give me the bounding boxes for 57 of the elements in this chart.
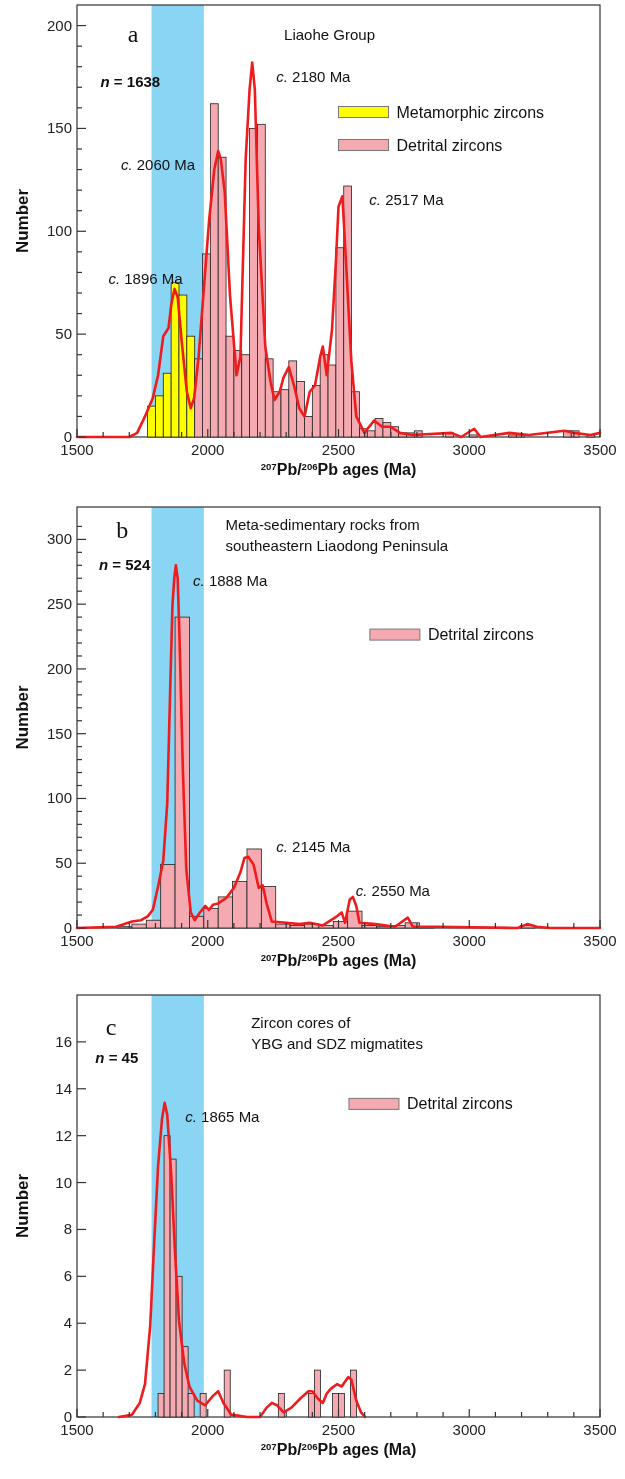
y-tick-label: 50: [55, 854, 72, 872]
text: Liaohe Group: [284, 25, 376, 43]
annotation: n = 45: [95, 1048, 139, 1066]
y-tick-label: 150: [46, 119, 72, 137]
x-tick-label: 2000: [191, 1421, 225, 1438]
y-tick-label: 300: [46, 530, 72, 548]
legend-label: Detrital zircons: [406, 1095, 513, 1113]
annotation: c: [105, 1014, 117, 1041]
x-tick-label: 2500: [321, 1421, 356, 1438]
text: Zircon cores of YBG and SDZ migmatites: [251, 1013, 423, 1052]
y-tick-label: 150: [46, 724, 72, 742]
y-tick-label: 100: [46, 789, 72, 807]
y-axis-title: Number: [13, 685, 32, 750]
y-tick-label: 200: [46, 16, 72, 34]
y-tick-label: 2: [63, 1361, 72, 1379]
legend-label: Detrital zircons: [427, 626, 534, 644]
annotation: c. 1896 Ma: [108, 269, 184, 287]
x-tick-label: 3500: [583, 441, 617, 458]
y-tick-label: 100: [46, 222, 72, 240]
y-tick-label: 6: [63, 1267, 72, 1285]
annotation: c. 2145 Ma: [276, 838, 352, 856]
annotation: c. 1865 Ma: [185, 1107, 261, 1125]
annotation: c. 1888 Ma: [193, 572, 268, 590]
legend-label: Metamorphic zircons: [396, 103, 545, 121]
annotation: n = 524: [98, 556, 151, 574]
y-tick-label: 8: [63, 1220, 72, 1238]
y-tick-label: 10: [55, 1173, 72, 1191]
y-tick-label: 200: [46, 659, 72, 677]
x-axis-title: $^{207}$Pb/$^{206}$Pb ages (Ma): [260, 1440, 417, 1458]
y-tick-label: 4: [63, 1314, 72, 1332]
annotation: b: [116, 517, 129, 544]
x-tick-label: 3500: [583, 932, 617, 949]
x-axis-title: $^{207}$Pb/$^{206}$Pb ages (Ma): [260, 460, 417, 478]
annotation: n = 1638: [100, 73, 161, 91]
annotation: c. 2550 Ma: [355, 882, 431, 899]
x-tick-label: 3000: [452, 932, 486, 949]
annotation: c. 2517 Ma: [369, 191, 445, 209]
x-tick-label: 2000: [191, 932, 225, 949]
annotation: c. 2060 Ma: [120, 156, 196, 174]
x-tick-label: 3000: [452, 441, 486, 458]
annotation: c. 2180 Ma: [276, 67, 352, 85]
y-axis-title: Number: [13, 1173, 32, 1239]
x-tick-label: 2000: [191, 441, 225, 458]
legend-label: Detrital zircons: [396, 136, 503, 154]
x-tick-label: 3500: [583, 1421, 617, 1438]
text: Meta-sedimentary rocks from southeastern Liaodong Peninsula: [225, 516, 449, 555]
x-axis-title: $^{207}$Pb/$^{206}$Pb ages (Ma): [260, 951, 417, 969]
y-tick-label: 14: [55, 1079, 72, 1097]
y-axis-title: Number: [13, 188, 32, 254]
y-tick-label: 16: [55, 1032, 72, 1050]
y-tick-label: 50: [55, 325, 72, 343]
x-tick-label: 3000: [452, 1421, 486, 1438]
x-tick-label: 2500: [321, 932, 356, 949]
y-tick-label: 12: [55, 1126, 72, 1144]
annotation: a: [127, 20, 139, 47]
x-tick-label: 2500: [321, 441, 356, 458]
y-tick-label: 250: [46, 595, 72, 613]
